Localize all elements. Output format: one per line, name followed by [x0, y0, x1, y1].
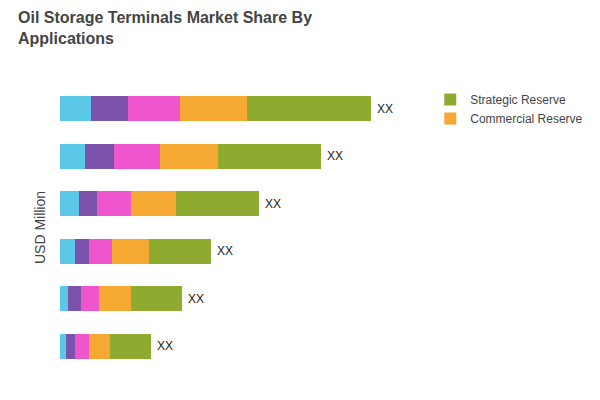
svg-text:XX: XX: [157, 339, 173, 353]
svg-text:XX: XX: [327, 149, 343, 163]
svg-text:XX: XX: [377, 102, 393, 116]
svg-text:Commercial Reserve: Commercial Reserve: [470, 112, 582, 126]
svg-text:Oil Storage Terminals Market S: Oil Storage Terminals Market Share ByApp…: [18, 9, 312, 47]
svg-text:XX: XX: [265, 197, 281, 211]
svg-text:XX: XX: [188, 292, 204, 306]
svg-text:USD Million: USD Million: [32, 191, 48, 264]
svg-text:XX: XX: [217, 244, 233, 258]
svg-text:Strategic Reserve: Strategic Reserve: [470, 93, 566, 107]
